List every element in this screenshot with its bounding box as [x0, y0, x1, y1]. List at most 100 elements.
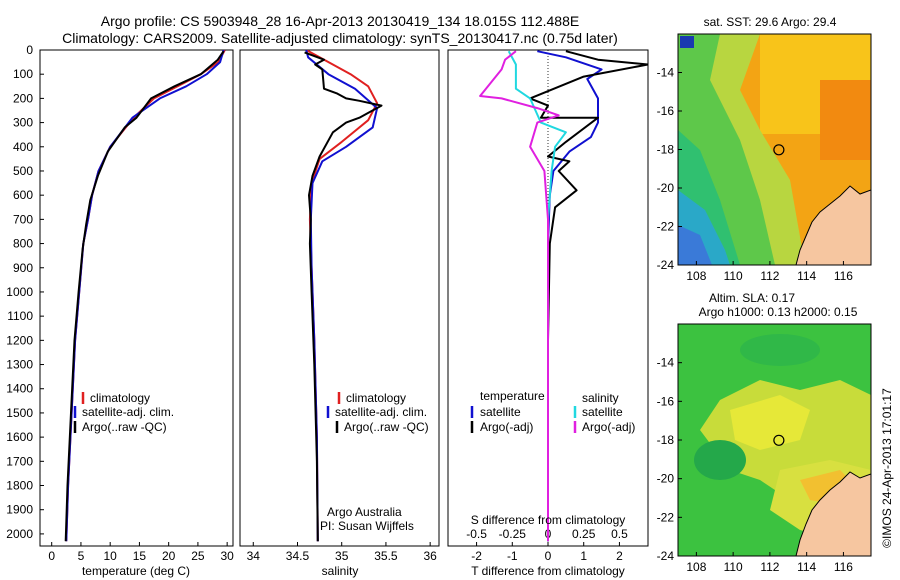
argo-australia-note: Argo Australia: [327, 505, 402, 519]
s-diff-tick-label: -0.25: [499, 527, 527, 541]
difference-x-axis: -2 -1 0 1 2-0.5 -0.25 0 0.25 0.5: [466, 527, 628, 563]
legend-label: Argo(-adj): [582, 420, 635, 434]
salinity-profile-argo-raw-qc-line: [304, 51, 383, 542]
x-tick-label: 30: [220, 549, 234, 563]
map-x-tick-label: 114: [797, 560, 816, 574]
title-line-2: Climatology: CARS2009. Satellite-adjuste…: [62, 30, 618, 46]
map-x-tick-label: 112: [760, 560, 779, 574]
map-x-tick-label: 112: [760, 269, 779, 283]
x-tick-label: 5: [78, 549, 85, 563]
legend-label: Argo(-adj): [480, 420, 533, 434]
legend-label: satellite-adj. clim.: [335, 405, 427, 419]
depth-tick-label: 1800: [6, 479, 33, 493]
map-y-tick-label: -20: [657, 181, 675, 195]
x-tick-label: 34.5: [286, 549, 310, 563]
salinity-xlabel: salinity: [322, 564, 359, 578]
depth-tick-label: 1100: [7, 309, 33, 323]
x-tick-label: 1: [580, 549, 587, 563]
difference-profile-temperature-argo-adj-line: [529, 50, 648, 542]
australia-land: [795, 471, 871, 556]
sst-map-field: [678, 34, 871, 265]
sla-map-axes: 108 110 112 114 116 -14 -16 -18 -20 -22 -24: [657, 356, 854, 574]
salinity-legend: climatology satellite-adj. clim. Argo(..…: [320, 391, 429, 533]
depth-tick-label: 200: [13, 91, 33, 105]
depth-tick-label: 100: [13, 67, 33, 81]
australia-land: [795, 185, 871, 265]
s-diff-tick-label: 0.25: [572, 527, 596, 541]
sst-map-axes: 108 110 112 114 116 -14 -16 -18 -20 -22 -24: [657, 66, 854, 284]
legend-label: satellite-adj. clim.: [82, 405, 174, 419]
legend-heading-salinity: salinity: [582, 391, 619, 405]
x-tick-label: 0: [48, 549, 55, 563]
x-tick-label: 20: [162, 549, 176, 563]
s-diff-tick-label: 0.5: [611, 527, 628, 541]
sst-map: 108 110 112 114 116 -14 -16 -18 -20 -22 -24: [657, 33, 872, 284]
depth-tick-label: 1200: [6, 333, 33, 347]
depth-tick-label: 300: [13, 116, 33, 130]
sla-low-north: [740, 334, 820, 366]
map-y-tick-label: -14: [657, 66, 675, 80]
depth-tick-label: 1000: [6, 285, 33, 299]
x-tick-label: 0: [545, 549, 552, 563]
depth-tick-label: 1900: [6, 503, 33, 517]
pi-note: PI: Susan Wijffels: [320, 519, 414, 533]
map-y-tick-label: -14: [657, 356, 675, 370]
sla-map-subtitle: Argo h1000: 0.13 h2000: 0.15: [699, 305, 858, 319]
map-x-tick-label: 114: [797, 269, 816, 283]
difference-profile-salinity-argo-adj-line: [479, 50, 560, 542]
map-x-tick-label: 110: [724, 269, 743, 283]
salinity-series: [304, 50, 383, 542]
map-y-tick-label: -16: [657, 104, 675, 118]
s-diff-tick-label: -0.5: [466, 527, 487, 541]
map-x-tick-label: 108: [686, 269, 706, 283]
depth-axis: 0 100 200 300 400 500 600 700 800 900 1000 1100 1200…: [6, 43, 44, 541]
difference-series: [479, 50, 648, 542]
x-tick-label: 36: [423, 549, 437, 563]
sla-map: 108 110 112 114 116 -14 -16 -18 -20 -22 -24: [657, 323, 872, 574]
difference-legend: temperature satellite Argo(-adj) salinit…: [470, 389, 635, 434]
depth-tick-label: 2000: [6, 527, 33, 541]
map-y-tick-label: -18: [657, 433, 675, 447]
depth-tick-label: 900: [13, 261, 33, 275]
x-tick-label: 35: [335, 549, 349, 563]
sst-missing-data: [680, 36, 694, 48]
depth-tick-label: 500: [13, 164, 33, 178]
depth-tick-label: 1600: [6, 430, 33, 444]
legend-label: climatology: [90, 391, 150, 405]
sla-peak-region: [730, 395, 810, 450]
depth-tick-label: 700: [13, 212, 33, 226]
legend-label: Argo(..raw -QC): [344, 420, 429, 434]
depth-tick-label: 1400: [6, 382, 33, 396]
imos-watermark: ©IMOS 24-Apr-2013 17:01:17: [880, 388, 894, 548]
map-y-tick-label: -22: [657, 220, 675, 234]
legend-label: satellite: [480, 405, 521, 419]
x-tick-label: 10: [104, 549, 118, 563]
depth-tick-label: 0: [26, 43, 33, 57]
difference-xlabel: T difference from climatology: [471, 564, 625, 578]
title-line-1: Argo profile: CS 5903948_28 16-Apr-2013 …: [101, 13, 579, 29]
map-y-tick-label: -24: [657, 549, 675, 563]
legend-heading-temperature: temperature: [480, 389, 545, 403]
map-x-tick-label: 108: [686, 560, 706, 574]
depth-tick-label: 1700: [6, 454, 33, 468]
argo-location-marker: [773, 144, 785, 156]
x-tick-label: 35.5: [374, 549, 398, 563]
depth-tick-label: 800: [13, 237, 33, 251]
x-tick-label: 25: [191, 549, 205, 563]
temperature-legend: climatology satellite-adj. clim. Argo(..…: [73, 391, 174, 434]
sst-hot-patch: [820, 80, 871, 160]
x-tick-label: 2: [616, 549, 623, 563]
map-x-tick-label: 116: [834, 560, 853, 574]
difference-xlabel-top: S difference from climatology: [471, 513, 626, 527]
temperature-xlabel: temperature (deg C): [82, 564, 190, 578]
sla-low-eddy: [694, 440, 746, 480]
legend-label: climatology: [346, 391, 406, 405]
map-y-tick-label: -16: [657, 394, 675, 408]
x-tick-label: -1: [507, 549, 518, 563]
sst-map-title: sat. SST: 29.6 Argo: 29.4: [704, 15, 837, 29]
temperature-panel: [39, 49, 234, 547]
temperature-series: [64, 50, 226, 542]
depth-tick-label: 1300: [6, 358, 33, 372]
map-y-tick-label: -18: [657, 143, 675, 157]
map-y-tick-label: -20: [657, 472, 675, 486]
